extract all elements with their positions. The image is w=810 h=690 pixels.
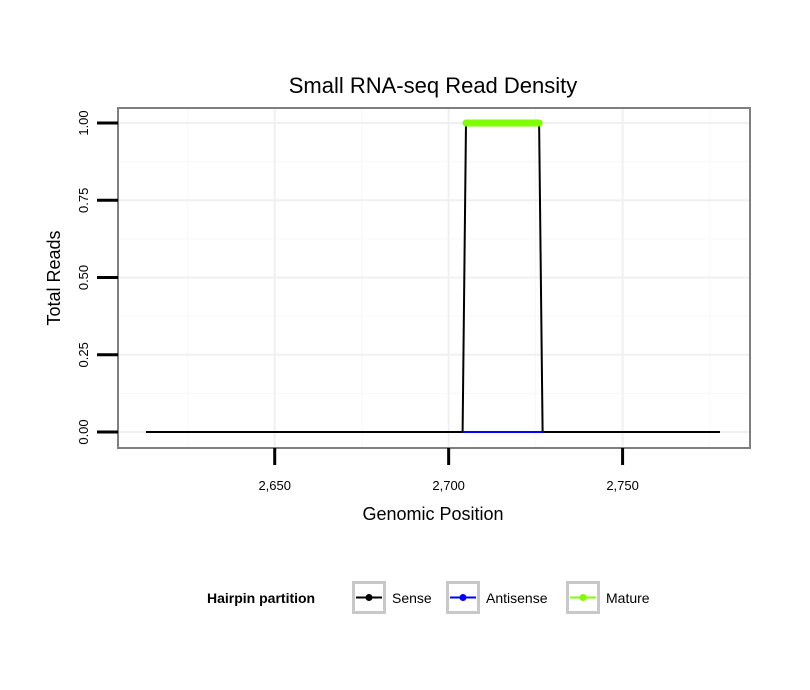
y-tick-label: 0.25 bbox=[76, 342, 91, 367]
y-tick-label: 0.50 bbox=[76, 265, 91, 290]
legend-key-point-sense bbox=[365, 594, 373, 601]
legend-items: Sense Antisense Mature bbox=[352, 581, 650, 614]
legend-label-sense: Sense bbox=[392, 590, 432, 606]
x-tick-label: 2,750 bbox=[606, 478, 639, 493]
legend-key-point-mature bbox=[579, 594, 587, 601]
y-tick-label: 0.00 bbox=[76, 419, 91, 444]
x-tick-label: 2,650 bbox=[258, 478, 291, 493]
y-tick-label: 0.75 bbox=[76, 188, 91, 213]
legend: Hairpin partition Sense Antisense Mature bbox=[207, 581, 650, 614]
x-axis-title: Genomic Position bbox=[362, 504, 503, 524]
x-tick-label: 2,700 bbox=[432, 478, 465, 493]
y-tick-label: 1.00 bbox=[76, 110, 91, 135]
chart-title: Small RNA-seq Read Density bbox=[289, 73, 578, 98]
y-axis-title: Total Reads bbox=[44, 230, 64, 325]
legend-title: Hairpin partition bbox=[207, 590, 315, 606]
legend-label-antisense: Antisense bbox=[486, 590, 548, 606]
legend-key-point-antisense bbox=[459, 594, 467, 601]
legend-label-mature: Mature bbox=[606, 590, 650, 606]
plot-layer: 0.00 0.25 0.50 0.75 1.00 2,650 2,700 2,750 bbox=[76, 107, 751, 493]
